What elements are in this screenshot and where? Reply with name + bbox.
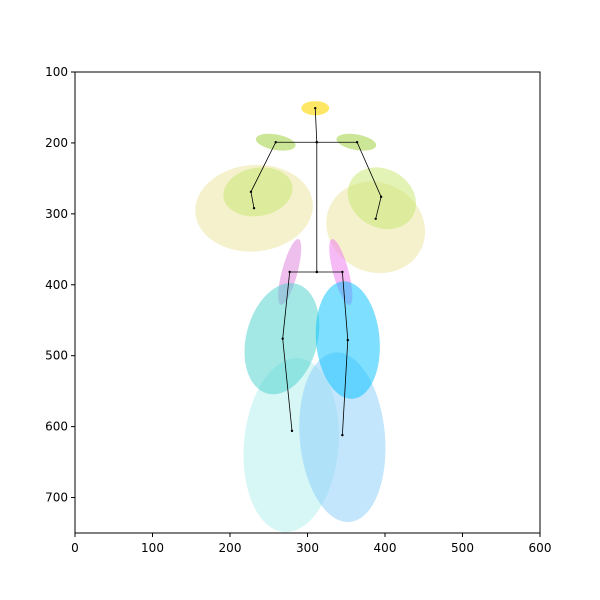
joint bbox=[355, 141, 359, 144]
joint bbox=[274, 141, 277, 144]
x-tick-label: 500 bbox=[451, 541, 474, 555]
joint bbox=[346, 338, 349, 342]
ellipse-group bbox=[223, 167, 293, 217]
joint bbox=[288, 270, 291, 274]
joint bbox=[314, 106, 317, 110]
skeleton-line bbox=[314, 108, 318, 273]
joint bbox=[315, 270, 318, 274]
body-ellipse bbox=[223, 167, 293, 217]
joint bbox=[379, 195, 383, 199]
joint bbox=[281, 337, 284, 340]
y-tick-label: 600 bbox=[45, 420, 68, 434]
y-tick-label: 100 bbox=[45, 65, 68, 79]
ellipse-group bbox=[347, 167, 417, 230]
x-tick-label: 200 bbox=[219, 541, 242, 555]
body-ellipse bbox=[299, 352, 386, 523]
joint bbox=[374, 217, 377, 221]
body-ellipse bbox=[347, 167, 417, 230]
y-tick-label: 700 bbox=[45, 491, 68, 505]
joint bbox=[249, 190, 253, 194]
joint bbox=[341, 270, 344, 274]
x-tick-label: 300 bbox=[296, 541, 319, 555]
y-tick-label: 500 bbox=[45, 349, 68, 363]
joint bbox=[341, 433, 344, 437]
joint bbox=[290, 429, 294, 433]
x-tick-label: 400 bbox=[374, 541, 397, 555]
x-tick-label: 0 bbox=[71, 541, 79, 555]
joint bbox=[315, 141, 318, 144]
y-tick-label: 400 bbox=[45, 278, 68, 292]
y-tick-label: 200 bbox=[45, 136, 68, 150]
ellipse-group bbox=[299, 352, 386, 523]
y-tick-label: 300 bbox=[45, 207, 68, 221]
joint bbox=[252, 206, 256, 210]
x-tick-label: 600 bbox=[529, 541, 552, 555]
x-tick-label: 100 bbox=[141, 541, 164, 555]
